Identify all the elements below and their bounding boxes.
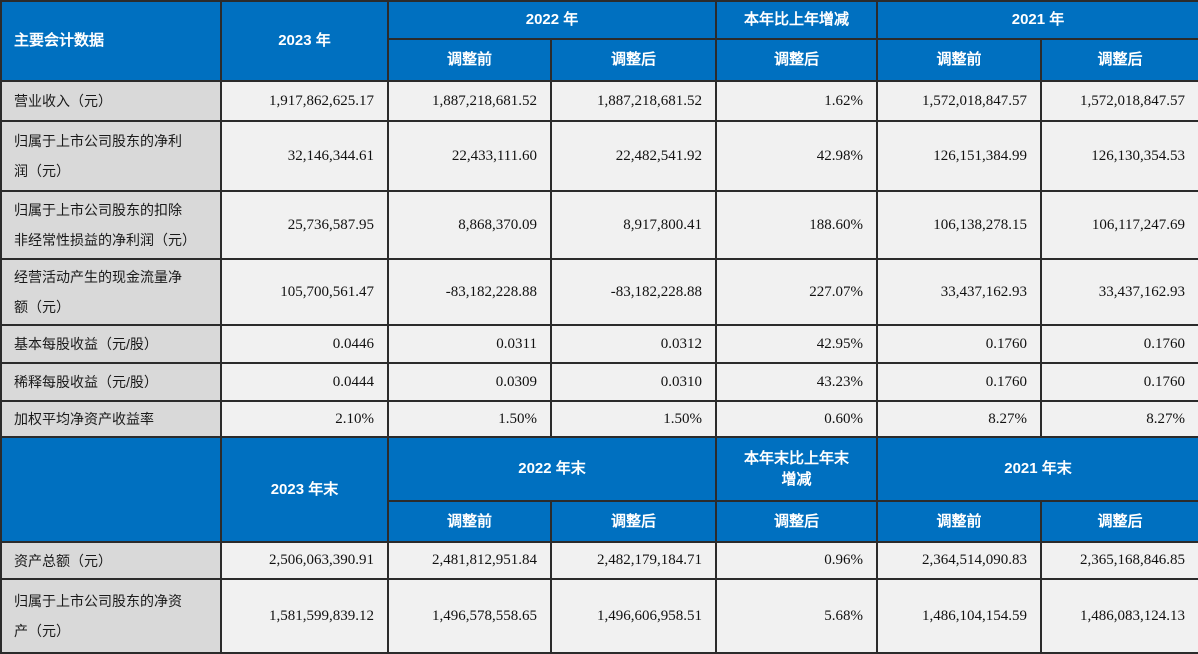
table-row-basic-eps: 基本每股收益（元/股） 0.0446 0.0311 0.0312 42.95% … — [0, 324, 1198, 365]
subheader-yearend-change-after: 调整后 — [715, 500, 879, 544]
cell-2022-before: 1.50% — [387, 400, 552, 439]
cell-2021-before: 1,486,104,154.59 — [876, 578, 1043, 654]
subheader-change-after: 调整后 — [715, 38, 879, 82]
cell-2022-before: 1,496,578,558.65 — [387, 578, 552, 654]
section1-header-row-top: 主要会计数据 2023 年 2022 年 本年比上年增减 2021 年 — [0, 0, 1198, 82]
cell-2023: 32,146,344.61 — [220, 120, 389, 192]
cell-2022-before: 8,868,370.09 — [387, 190, 552, 260]
subheader-2022end-after: 调整后 — [549, 500, 718, 544]
cell-2023: 2,506,063,390.91 — [220, 541, 389, 581]
cell-2021-after: 1,572,018,847.57 — [1040, 80, 1198, 122]
cell-2023: 1,581,599,839.12 — [220, 578, 389, 654]
cell-change: 188.60% — [715, 190, 879, 260]
section1-header-row-sub: 调整前 调整后 调整后 调整前 调整后 — [1, 38, 1198, 82]
cell-change: 43.23% — [715, 362, 879, 403]
cell-change: 0.60% — [715, 400, 879, 439]
section2-header-row-sub: 调整前 调整后 调整后 调整前 调整后 — [1, 500, 1198, 544]
header-change: 本年比上年增减 — [715, 0, 879, 40]
cell-2023: 2.10% — [220, 400, 389, 439]
table-row-weighted-avg-roe: 加权平均净资产收益率 2.10% 1.50% 1.50% 0.60% 8.27%… — [0, 400, 1198, 439]
subheader-2022end-before: 调整前 — [387, 500, 552, 544]
cell-2023: 0.0444 — [220, 362, 389, 403]
cell-2022-after: 1.50% — [549, 400, 718, 439]
row-label: 营业收入（元） — [0, 80, 222, 122]
cell-2022-after: 8,917,800.41 — [549, 190, 718, 260]
cell-2021-after: 0.1760 — [1040, 362, 1198, 403]
cell-2022-before: 1,887,218,681.52 — [387, 80, 552, 122]
cell-change: 0.96% — [715, 541, 879, 581]
cell-2021-before: 2,364,514,090.83 — [876, 541, 1043, 581]
row-label: 归属于上市公司股东的净利 润（元） — [0, 120, 222, 192]
row-label: 经营活动产生的现金流量净 额（元） — [0, 257, 222, 327]
cell-2022-after: 2,482,179,184.71 — [549, 541, 718, 581]
header-2022: 2022 年 — [386, 0, 718, 40]
table-row-revenue: 营业收入（元） 1,917,862,625.17 1,887,218,681.5… — [0, 80, 1198, 122]
cell-2023: 25,736,587.95 — [220, 190, 389, 260]
table-row-total-assets: 资产总额（元） 2,506,063,390.91 2,481,812,951.8… — [0, 541, 1198, 581]
cell-2022-before: 0.0311 — [387, 324, 552, 365]
cell-change: 42.98% — [715, 120, 879, 192]
cell-2022-after: 22,482,541.92 — [549, 120, 718, 192]
cell-2021-after: 8.27% — [1040, 400, 1198, 439]
row-label: 基本每股收益（元/股） — [0, 324, 222, 365]
cell-2023: 1,917,862,625.17 — [220, 80, 389, 122]
row-label: 加权平均净资产收益率 — [0, 400, 222, 439]
subheader-2021-before: 调整前 — [876, 38, 1043, 82]
cell-change: 42.95% — [715, 324, 879, 365]
cell-2021-after: 0.1760 — [1040, 324, 1198, 365]
header-yearend-change: 本年末比上年末 增减 — [715, 436, 879, 503]
cell-2022-before: 0.0309 — [387, 362, 552, 403]
cell-2022-after: -83,182,228.88 — [549, 257, 718, 327]
table-row-operating-cash-flow: 经营活动产生的现金流量净 额（元） 105,700,561.47 -83,182… — [0, 257, 1198, 327]
cell-2023: 105,700,561.47 — [220, 257, 389, 327]
row-label: 资产总额（元） — [0, 541, 222, 581]
subheader-2021-after: 调整后 — [1040, 38, 1198, 82]
section2-header-row-top: 2023 年末 2022 年末 本年末比上年末 增减 2021 年末 — [0, 436, 1198, 544]
cell-2021-before: 8.27% — [876, 400, 1043, 439]
cell-2022-after: 1,887,218,681.52 — [549, 80, 718, 122]
cell-2021-before: 33,437,162.93 — [876, 257, 1043, 327]
cell-2021-before: 0.1760 — [876, 362, 1043, 403]
header-2021: 2021 年 — [876, 0, 1198, 40]
header-2021-end: 2021 年末 — [876, 436, 1198, 503]
cell-change: 5.68% — [715, 578, 879, 654]
cell-2022-after: 0.0310 — [549, 362, 718, 403]
subheader-2021end-after: 调整后 — [1040, 500, 1198, 544]
subheader-2021end-before: 调整前 — [876, 500, 1043, 544]
corner-blank — [0, 436, 222, 544]
cell-2021-after: 2,365,168,846.85 — [1040, 541, 1198, 581]
cell-2022-after: 0.0312 — [549, 324, 718, 365]
cell-2021-after: 33,437,162.93 — [1040, 257, 1198, 327]
cell-2023: 0.0446 — [220, 324, 389, 365]
subheader-2022-after: 调整后 — [549, 38, 718, 82]
table-row-net-assets: 归属于上市公司股东的净资 产（元） 1,581,599,839.12 1,496… — [0, 578, 1198, 654]
subheader-2022-before: 调整前 — [387, 38, 552, 82]
cell-2022-before: -83,182,228.88 — [387, 257, 552, 327]
table-row-diluted-eps: 稀释每股收益（元/股） 0.0444 0.0309 0.0310 43.23% … — [0, 362, 1198, 403]
cell-2021-after: 126,130,354.53 — [1040, 120, 1198, 192]
cell-2021-before: 106,138,278.15 — [876, 190, 1043, 260]
row-label: 归属于上市公司股东的净资 产（元） — [0, 578, 222, 654]
table-row-net-profit: 归属于上市公司股东的净利 润（元） 32,146,344.61 22,433,1… — [0, 120, 1198, 192]
table-row-deducted-net-profit: 归属于上市公司股东的扣除 非经常性损益的净利润（元） 25,736,587.95… — [0, 190, 1198, 260]
cell-change: 1.62% — [715, 80, 879, 122]
row-label: 稀释每股收益（元/股） — [0, 362, 222, 403]
header-2023-end: 2023 年末 — [220, 436, 389, 544]
cell-2021-before: 1,572,018,847.57 — [876, 80, 1043, 122]
cell-2022-before: 2,481,812,951.84 — [387, 541, 552, 581]
cell-2021-after: 106,117,247.69 — [1040, 190, 1198, 260]
header-2023: 2023 年 — [220, 0, 389, 82]
corner-title: 主要会计数据 — [0, 0, 222, 82]
cell-change: 227.07% — [715, 257, 879, 327]
cell-2022-after: 1,496,606,958.51 — [549, 578, 718, 654]
header-2022-end: 2022 年末 — [386, 436, 718, 503]
cell-2022-before: 22,433,111.60 — [387, 120, 552, 192]
cell-2021-before: 0.1760 — [876, 324, 1043, 365]
cell-2021-after: 1,486,083,124.13 — [1040, 578, 1198, 654]
row-label: 归属于上市公司股东的扣除 非经常性损益的净利润（元） — [0, 190, 222, 260]
cell-2021-before: 126,151,384.99 — [876, 120, 1043, 192]
